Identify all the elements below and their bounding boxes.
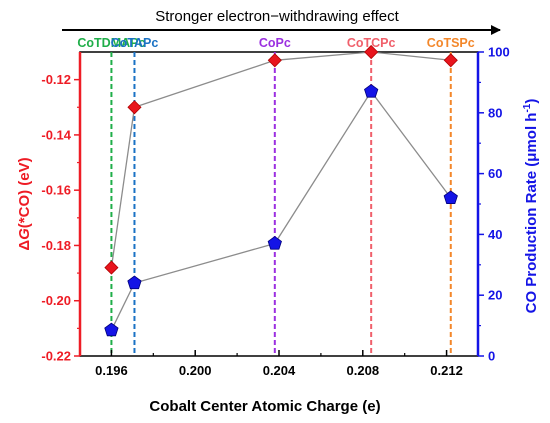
series-group bbox=[104, 44, 458, 337]
series-line-pentagon bbox=[110, 90, 452, 331]
category-label: CoTAPc bbox=[111, 36, 159, 50]
plot-frame bbox=[79, 51, 479, 357]
category-label: CoTDMAPc bbox=[77, 36, 145, 50]
category-label: CoPc bbox=[259, 36, 291, 50]
left-tick-label: -0.22 bbox=[41, 349, 71, 364]
left-tick-label: -0.14 bbox=[41, 127, 71, 142]
data-point-diamond bbox=[267, 53, 282, 68]
right-tick-label: 60 bbox=[488, 166, 502, 181]
banner-text: Stronger electron−withdrawing effect bbox=[155, 8, 399, 25]
data-point-diamond bbox=[104, 260, 119, 275]
x-tick-label: 0.200 bbox=[179, 363, 212, 378]
x-tick-label: 0.204 bbox=[263, 363, 296, 378]
left-axis-ticks: -0.22 -0.20 -0.18 -0.16 -0.14 -0.12 bbox=[41, 72, 80, 364]
right-tick-label: 80 bbox=[488, 105, 502, 120]
x-tick-label: 0.208 bbox=[347, 363, 380, 378]
right-tick-label: 40 bbox=[488, 227, 502, 242]
x-axis-title: Cobalt Center Atomic Charge (e) bbox=[149, 398, 380, 415]
data-point-pentagon bbox=[443, 190, 458, 204]
left-axis-title-italic: G bbox=[16, 228, 33, 240]
data-point-diamond bbox=[443, 53, 458, 68]
data-point-diamond bbox=[127, 100, 142, 115]
banner: Stronger electron−withdrawing effect bbox=[62, 8, 501, 35]
data-point-diamond bbox=[364, 44, 379, 60]
data-point-pentagon bbox=[127, 275, 142, 290]
series-line-diamond bbox=[110, 51, 451, 268]
right-tick-label: 20 bbox=[488, 288, 502, 303]
right-axis-title: CO Production Rate (μmol h-1) bbox=[522, 99, 540, 314]
category-label: CoTCPc bbox=[347, 36, 396, 50]
left-tick-label: -0.20 bbox=[41, 293, 71, 308]
x-tick-label: 0.196 bbox=[95, 363, 128, 378]
category-label: CoTSPc bbox=[427, 36, 475, 50]
left-tick-label: -0.16 bbox=[41, 183, 71, 198]
left-axis-title-suffix: (*CO) (eV) bbox=[16, 157, 33, 228]
left-tick-label: -0.12 bbox=[41, 72, 71, 87]
data-point-pentagon bbox=[267, 236, 282, 250]
right-axis-ticks: 0 20 40 60 80 100 bbox=[478, 45, 510, 364]
right-tick-label: 0 bbox=[488, 349, 495, 364]
x-tick-label: 0.212 bbox=[430, 363, 463, 378]
right-axis-title-end: ) bbox=[523, 99, 540, 104]
x-axis-ticks: 0.196 0.200 0.204 0.208 0.212 bbox=[95, 350, 463, 378]
left-axis-title: ΔG(*CO) (eV) bbox=[16, 157, 33, 250]
right-tick-label: 100 bbox=[488, 45, 510, 60]
right-axis-title-main: CO Production Rate (μmol h bbox=[523, 113, 540, 314]
left-axis-title-prefix: Δ bbox=[16, 240, 33, 251]
right-axis-title-sup: -1 bbox=[522, 103, 533, 112]
left-tick-label: -0.18 bbox=[41, 238, 71, 253]
data-point-pentagon bbox=[104, 322, 119, 337]
data-point-pentagon bbox=[364, 84, 379, 98]
